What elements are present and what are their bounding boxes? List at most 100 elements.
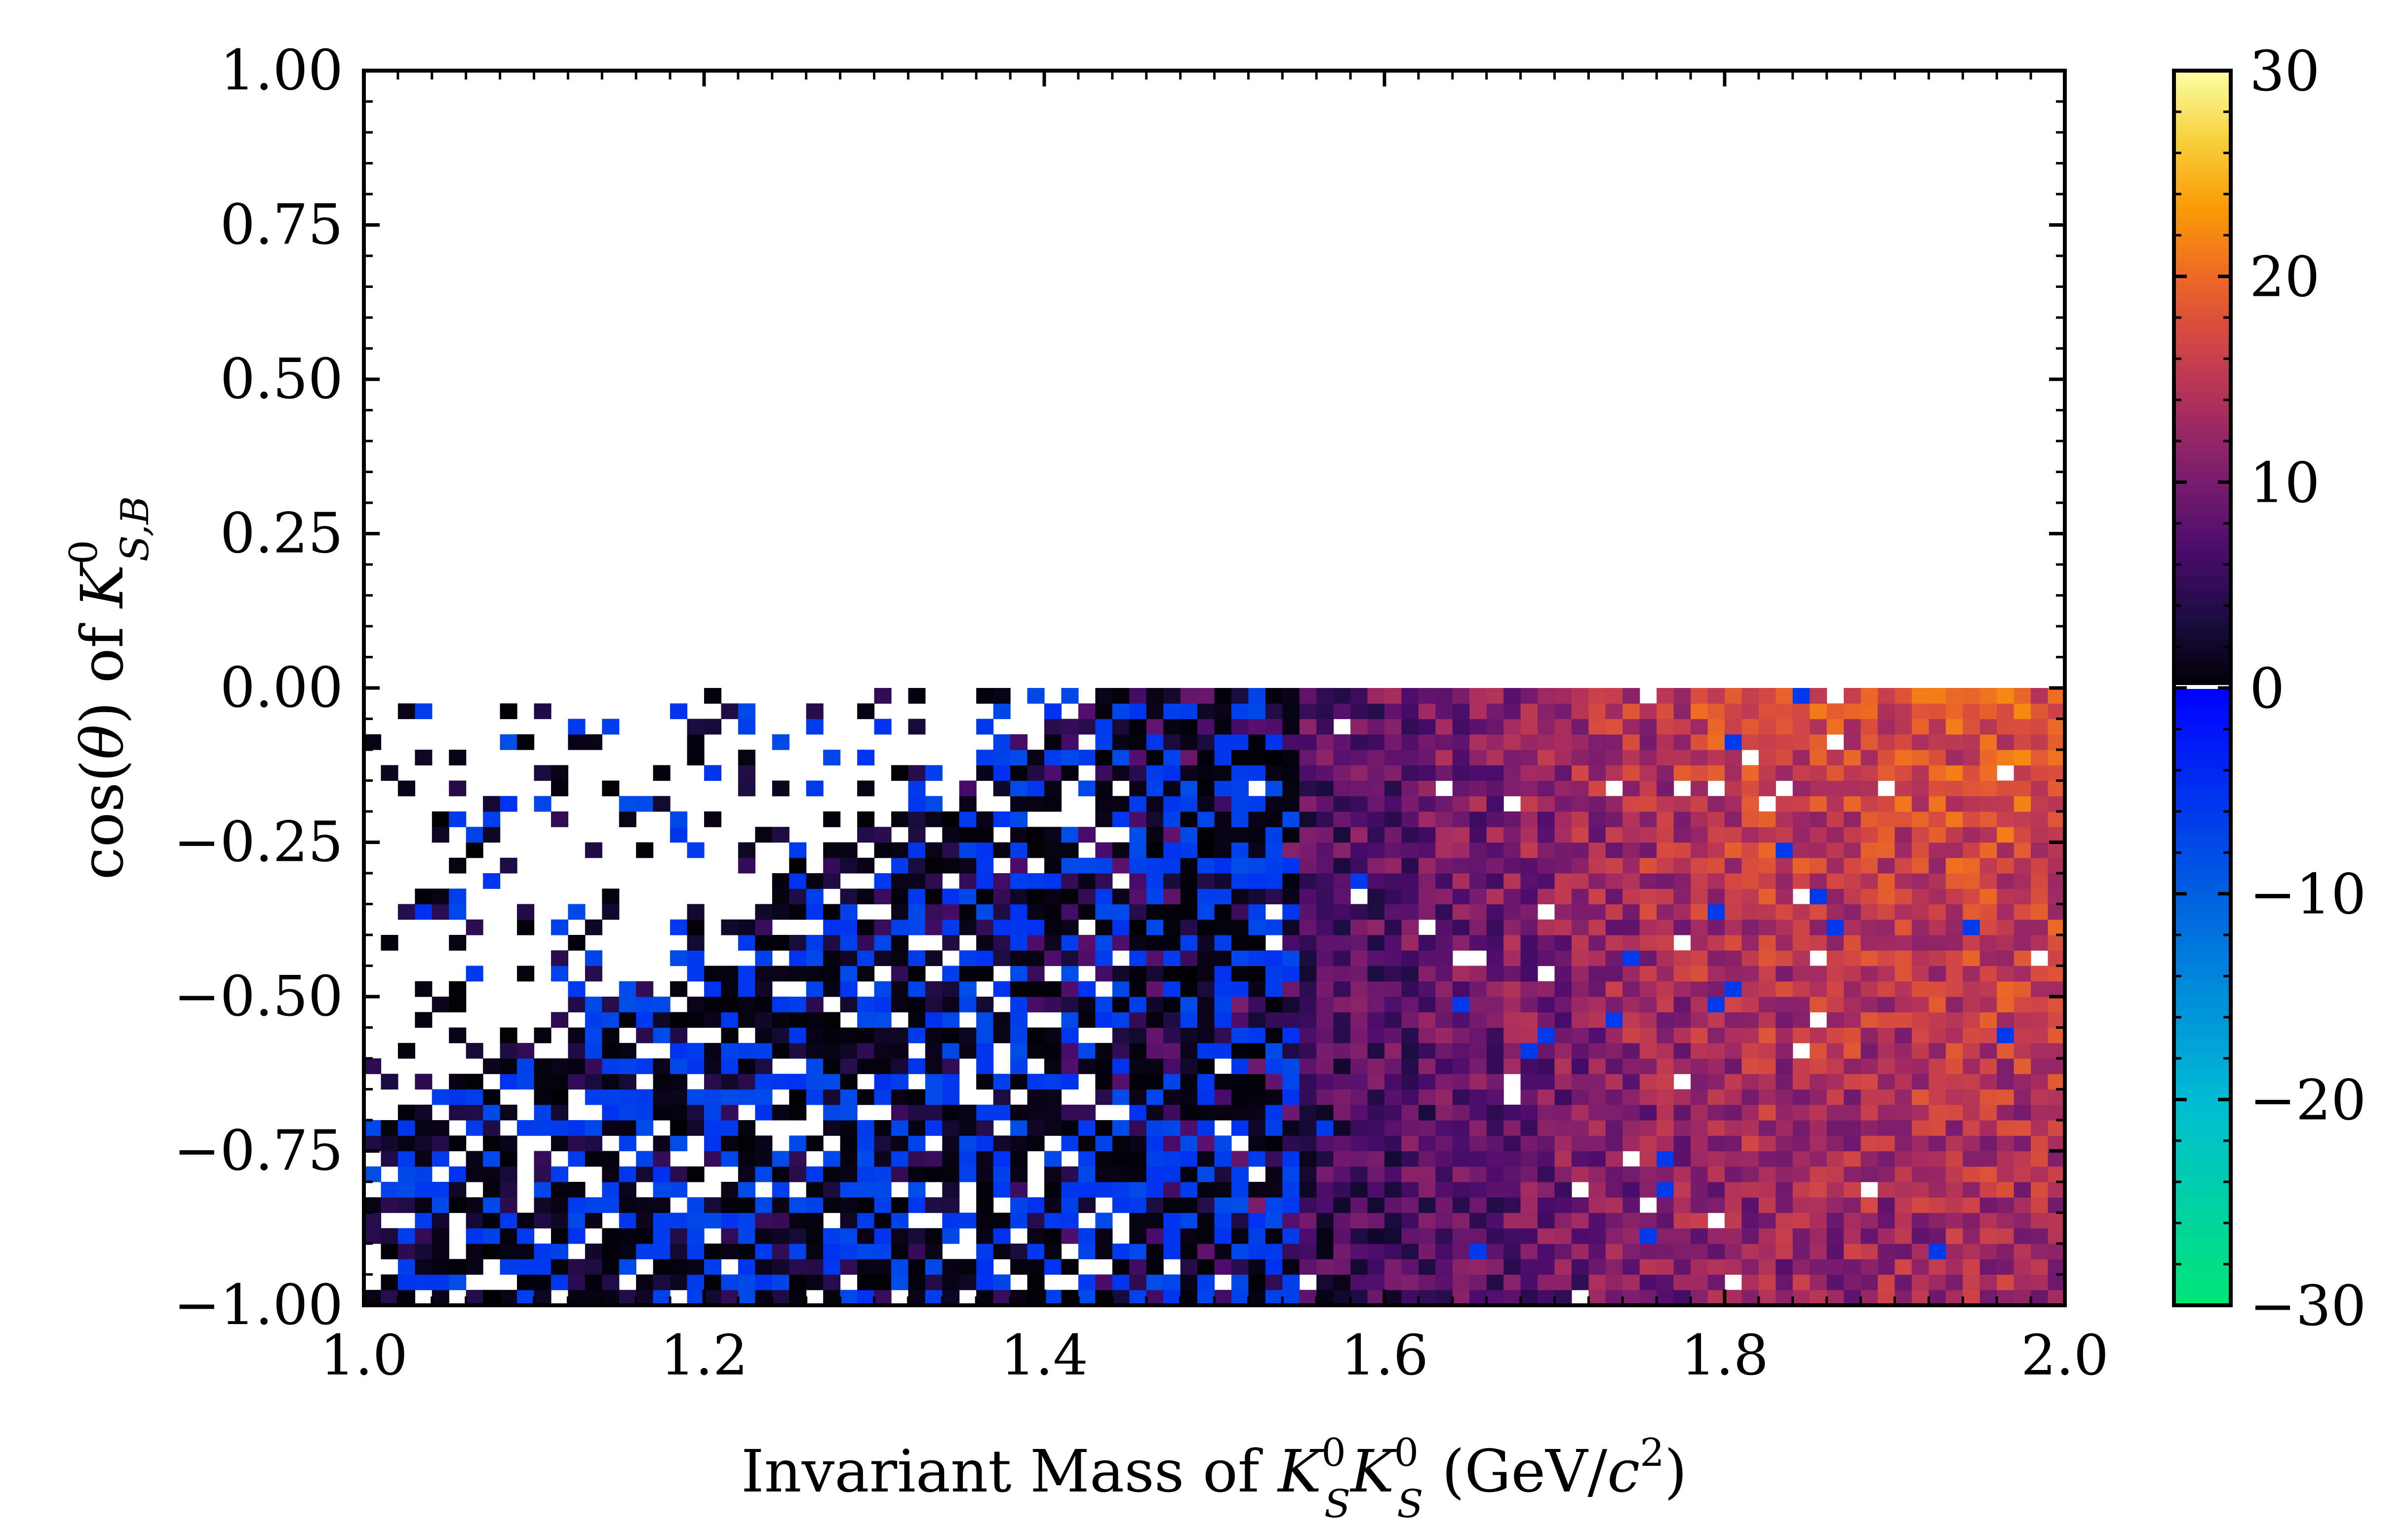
heatmap-cell (1588, 1259, 1606, 1275)
heatmap-cell (1844, 919, 1861, 935)
heatmap-cell (2031, 1120, 2049, 1136)
heatmap-cell (1657, 811, 1674, 827)
heatmap-cell (1622, 1197, 1640, 1213)
heatmap-cell (1860, 919, 1878, 935)
heatmap-cell (1963, 966, 1980, 982)
heatmap-cell (1520, 734, 1538, 750)
heatmap-cell (1333, 1244, 1351, 1259)
heatmap-cell (1418, 827, 1436, 843)
heatmap-cell (993, 688, 1011, 704)
heatmap-cell (1554, 1012, 1572, 1028)
heatmap-cell (1860, 1274, 1878, 1290)
heatmap-cell (925, 857, 943, 874)
heatmap-cell (1486, 1212, 1504, 1229)
heatmap-cell (1622, 827, 1640, 843)
heatmap-cell (1299, 765, 1317, 781)
heatmap-cell (1418, 734, 1436, 750)
heatmap-cell (1248, 1043, 1266, 1059)
heatmap-cell (908, 1058, 926, 1074)
heatmap-cell (823, 1182, 841, 1198)
heatmap-cell (1776, 1244, 1793, 1259)
heatmap-cell (1810, 1244, 1827, 1259)
heatmap-cell (1010, 1244, 1028, 1259)
heatmap-cell (942, 1212, 960, 1229)
heatmap-cell (1826, 873, 1844, 889)
heatmap-cell (1384, 1166, 1402, 1182)
heatmap-cell (1503, 734, 1521, 750)
heatmap-cell (1929, 857, 1946, 874)
heatmap-cell (1231, 780, 1249, 797)
heatmap-cell (1248, 1027, 1266, 1044)
heatmap-cell (2013, 904, 2031, 920)
heatmap-cell (1078, 997, 1096, 1012)
heatmap-cell (2048, 734, 2065, 750)
heatmap-cell (466, 1074, 483, 1090)
heatmap-cell (1350, 703, 1368, 720)
heatmap-cell (1997, 873, 2014, 889)
heatmap-cell (1979, 1259, 1997, 1275)
heatmap-cell (1486, 1120, 1504, 1136)
heatmap-cell (874, 1058, 892, 1074)
heatmap-cell (653, 1244, 671, 1259)
heatmap-cell (1979, 1120, 1997, 1136)
heatmap-cell (925, 1244, 943, 1259)
heatmap-cell (1503, 1120, 1521, 1136)
heatmap-cell (1588, 1197, 1606, 1213)
heatmap-cell (976, 1151, 994, 1167)
heatmap-cell (1418, 1043, 1436, 1059)
heatmap-cell (449, 750, 467, 766)
heatmap-cell (500, 1244, 517, 1259)
heatmap-cell (1078, 873, 1096, 889)
heatmap-cell (1180, 1135, 1198, 1152)
heatmap-cell (1741, 1027, 1759, 1044)
heatmap-cell (993, 1212, 1011, 1229)
heatmap-cell (1367, 1244, 1385, 1259)
heatmap-cell (959, 796, 977, 812)
heatmap-cell (2048, 1166, 2065, 1182)
heatmap-cell (1061, 1166, 1079, 1182)
heatmap-cell (772, 1244, 790, 1259)
heatmap-cell (1265, 796, 1283, 812)
heatmap-cell (1231, 1259, 1249, 1275)
heatmap-cell (1588, 1212, 1606, 1229)
heatmap-cell (1129, 765, 1147, 781)
heatmap-cell (1044, 857, 1062, 874)
heatmap-cell (738, 966, 755, 982)
heatmap-cell (1911, 950, 1929, 967)
heatmap-cell (806, 1135, 824, 1152)
heatmap-cell (1197, 935, 1215, 951)
heatmap-cell (1265, 811, 1283, 827)
heatmap-cell (1146, 688, 1164, 704)
heatmap-cell (1826, 780, 1844, 797)
heatmap-cell (1214, 796, 1232, 812)
heatmap-cell (1486, 904, 1504, 920)
heatmap-cell (1129, 904, 1147, 920)
heatmap-cell (1367, 888, 1385, 905)
heatmap-cell (1401, 1274, 1419, 1290)
heatmap-cell (1945, 1043, 1963, 1059)
heatmap-cell (1248, 966, 1266, 982)
heatmap-cell (721, 1135, 739, 1152)
heatmap-cell (1571, 796, 1589, 812)
heatmap-cell (1299, 688, 1317, 704)
heatmap-cell (755, 1089, 773, 1105)
heatmap-cell (1707, 1182, 1725, 1198)
heatmap-cell (1010, 765, 1028, 781)
heatmap-cell (1622, 780, 1640, 797)
heatmap-cell (772, 1012, 790, 1028)
heatmap-cell (1350, 1012, 1368, 1028)
heatmap-cell (551, 1182, 568, 1198)
heatmap-cell (1316, 1274, 1334, 1290)
heatmap-cell (1044, 796, 1062, 812)
y-tick-label: −0.75 (174, 1119, 343, 1183)
heatmap-cell (1469, 1120, 1487, 1136)
heatmap-cell (1401, 1027, 1419, 1044)
heatmap-cell (1316, 734, 1334, 750)
heatmap-cell (1639, 1104, 1657, 1121)
heatmap-cell (1316, 1182, 1334, 1198)
heatmap-cell (1010, 1182, 1028, 1198)
heatmap-cell (840, 1244, 858, 1259)
heatmap-cell (1384, 950, 1402, 967)
heatmap-cell (1214, 765, 1232, 781)
heatmap-cell (874, 1166, 892, 1182)
